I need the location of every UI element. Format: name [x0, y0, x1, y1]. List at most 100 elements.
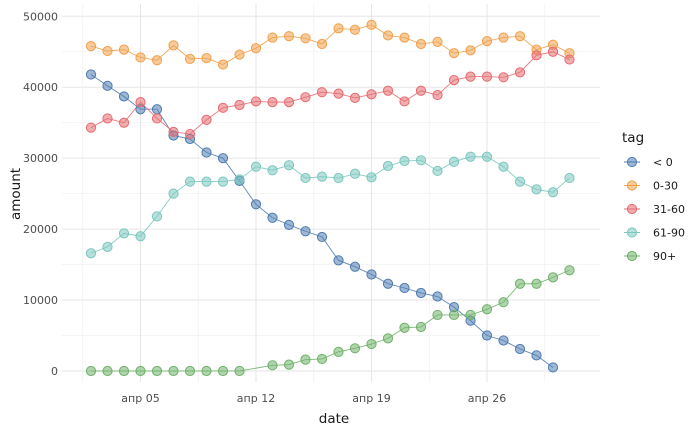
data-point	[267, 165, 278, 176]
data-point	[267, 360, 278, 371]
data-point	[349, 261, 361, 272]
x-tick-label: апр 12	[237, 392, 275, 405]
data-point	[300, 354, 311, 365]
data-point	[283, 359, 295, 370]
x-axis-title: date	[319, 411, 349, 427]
x-tick-label: апр 26	[468, 392, 506, 405]
data-point	[217, 176, 229, 187]
data-point	[366, 338, 377, 350]
data-point	[415, 85, 427, 96]
data-point	[465, 309, 476, 321]
data-point	[547, 46, 559, 57]
y-tick-label: 50000	[23, 10, 58, 23]
data-point	[85, 248, 97, 259]
data-point	[514, 176, 526, 187]
data-point	[151, 365, 163, 377]
data-point	[481, 330, 493, 341]
data-point	[151, 55, 163, 66]
y-axis-title: amount	[8, 168, 24, 220]
series-lines	[90, 24, 570, 372]
data-point	[399, 155, 410, 167]
data-point	[217, 153, 229, 164]
legend-label: 61-90	[653, 227, 685, 240]
data-point	[415, 155, 427, 166]
y-tick-label: 20000	[23, 223, 58, 236]
data-point	[135, 231, 146, 242]
data-point	[135, 97, 146, 108]
data-point	[564, 54, 575, 65]
data-point	[151, 211, 163, 222]
data-point	[481, 304, 493, 315]
data-point	[498, 72, 509, 83]
data-point	[201, 365, 212, 377]
data-point	[382, 85, 394, 96]
data-point	[349, 92, 361, 103]
data-point	[135, 52, 146, 63]
data-point	[250, 199, 262, 210]
data-point	[217, 365, 229, 377]
data-point	[118, 117, 130, 128]
x-tick-label: апр 05	[121, 392, 159, 405]
data-point	[102, 113, 113, 124]
data-point	[382, 278, 394, 289]
data-point	[366, 269, 377, 280]
data-point	[399, 282, 410, 294]
legend-label: 0-30	[653, 180, 678, 193]
data-point	[465, 71, 476, 82]
data-point	[267, 32, 278, 43]
data-point	[481, 151, 493, 162]
data-point	[102, 45, 113, 57]
data-point	[547, 187, 559, 198]
data-point	[465, 45, 476, 56]
data-point	[201, 53, 212, 64]
y-tick-label: 30000	[23, 152, 58, 165]
data-point	[168, 188, 179, 199]
data-point	[432, 309, 443, 321]
data-point	[366, 89, 377, 100]
data-point	[300, 172, 311, 184]
legend-key-point	[626, 180, 638, 191]
data-point	[547, 362, 559, 373]
data-point	[151, 113, 163, 124]
data-point	[316, 353, 328, 365]
data-point	[118, 91, 130, 102]
data-point	[283, 219, 295, 230]
data-point	[283, 160, 295, 171]
data-point	[531, 350, 542, 361]
data-point	[118, 228, 130, 239]
data-point	[151, 104, 163, 115]
series-line	[90, 24, 570, 66]
data-point	[217, 102, 229, 113]
data-point	[382, 160, 394, 172]
data-point	[448, 75, 460, 86]
data-point	[349, 168, 361, 179]
series-line	[90, 156, 570, 254]
data-point	[201, 114, 212, 125]
data-point	[514, 343, 526, 355]
data-point	[415, 321, 427, 333]
data-point	[514, 31, 526, 42]
data-point	[349, 343, 361, 354]
data-point	[333, 346, 344, 357]
data-point	[267, 97, 278, 108]
data-point	[234, 365, 245, 377]
data-point	[102, 241, 113, 252]
data-point	[250, 96, 262, 107]
data-point	[168, 365, 179, 377]
data-point	[333, 88, 344, 99]
data-point	[481, 71, 493, 82]
data-point	[316, 38, 328, 50]
legend-label: < 0	[653, 156, 673, 169]
data-point	[201, 176, 212, 187]
legend-label: 31-60	[653, 203, 685, 216]
data-point	[382, 30, 394, 41]
data-point	[300, 33, 311, 44]
data-point	[498, 335, 509, 346]
data-point	[498, 297, 509, 308]
data-point	[382, 333, 394, 344]
data-point	[85, 69, 97, 80]
data-point	[184, 128, 196, 140]
legend: tag < 0 0-30 31-60 61-90 90+	[622, 130, 685, 263]
data-point	[283, 31, 295, 42]
